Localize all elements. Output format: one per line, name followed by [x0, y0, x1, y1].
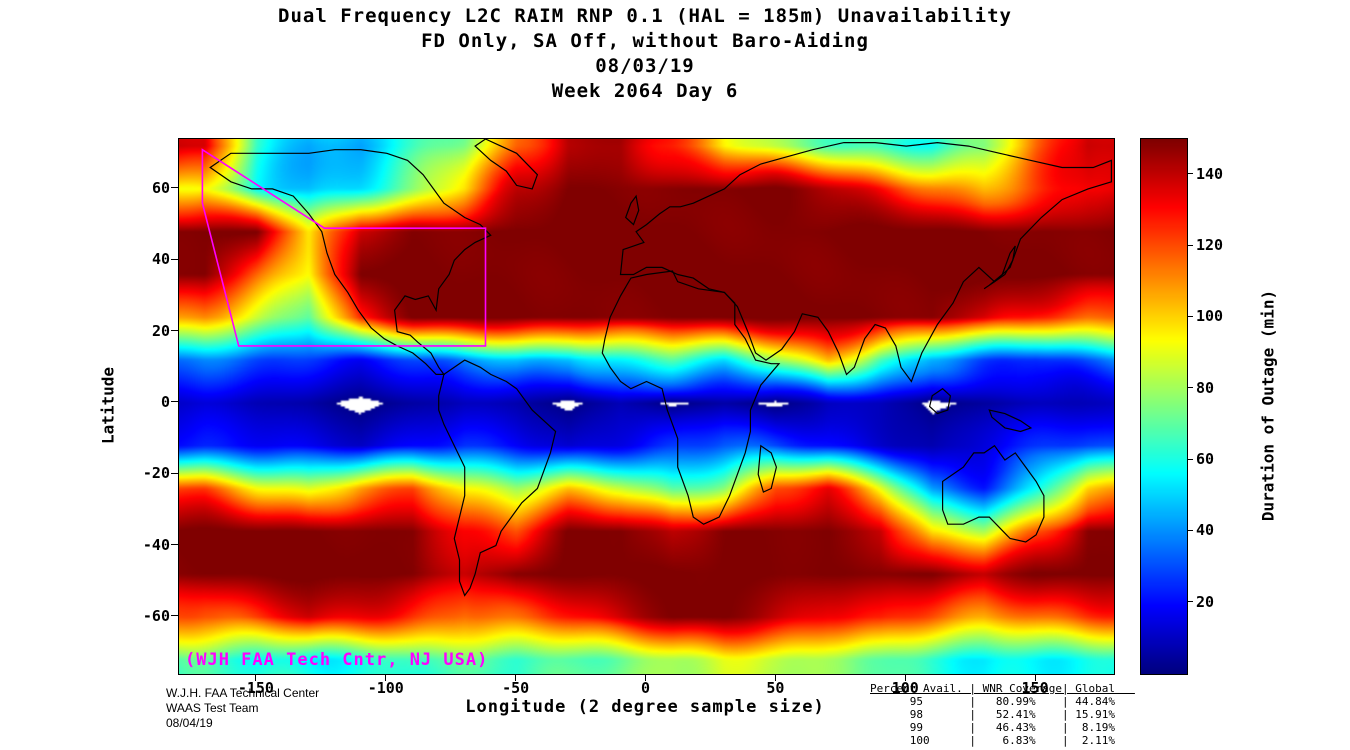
y-axis-label: Latitude: [98, 366, 118, 445]
stats-row: 100 | 6.83% | 2.11%: [870, 734, 1116, 747]
colorbar: [1140, 138, 1188, 675]
colorbar-tick-mark: [1188, 173, 1193, 175]
coastline-path: [624, 194, 640, 226]
x-tick-label: 0: [640, 679, 651, 697]
x-tick-mark: [1034, 675, 1036, 681]
colorbar-tick-label: 80: [1196, 378, 1215, 397]
colorbar-label: Duration of Outage (min): [1258, 289, 1278, 522]
coastline-path: [983, 245, 1016, 290]
stats-row: 99 | 46.43% | 8.19%: [870, 721, 1116, 734]
coastline-path: [942, 444, 1045, 543]
coastline-overlay: [201, 139, 1112, 597]
x-tick-mark: [515, 675, 517, 681]
y-tick-mark: [171, 544, 178, 546]
title-line-1: Dual Frequency L2C RAIM RNP 0.1 (HAL = 1…: [278, 5, 1012, 27]
x-tick-label: -150: [237, 679, 274, 697]
x-axis-label: Longitude (2 degree sample size): [465, 697, 825, 717]
y-tick-mark: [171, 187, 178, 189]
colorbar-tick-mark: [1188, 387, 1193, 389]
colorbar-tick-label: 20: [1196, 592, 1215, 611]
y-tick-label: 40: [151, 250, 170, 269]
colorbar-tick-label: 60: [1196, 450, 1215, 468]
x-tick-mark: [385, 675, 387, 681]
coastline-path: [601, 270, 781, 525]
stats-header: Percent Avail. | WNR Coverage| Global: [870, 682, 1135, 695]
map-plot-area: (WJH FAA Tech Cntr, NJ USA): [178, 138, 1115, 675]
colorbar-tick-label: 100: [1196, 307, 1224, 326]
coastline-path: [757, 444, 778, 493]
y-tick-mark: [171, 258, 178, 260]
y-tick-label: 0: [160, 392, 170, 411]
colorbar-tick-label: 140: [1196, 164, 1224, 183]
title-line-4: Week 2064 Day 6: [551, 80, 739, 102]
colorbar-tick-mark: [1188, 601, 1193, 603]
coastline-path: [438, 359, 557, 597]
availability-stats-table: Percent Avail. | WNR Coverage| Global 95…: [870, 682, 1135, 747]
x-tick-label: -50: [502, 679, 530, 697]
x-tick-label: 50: [766, 679, 785, 697]
coastline-path: [619, 141, 1112, 383]
coastline-path: [474, 139, 539, 190]
footer-credit-block: W.J.H. FAA Technical Center WAAS Test Te…: [166, 686, 319, 731]
stats-row: 95 | 80.99% | 44.84%: [870, 695, 1116, 708]
y-tick-label: -20: [142, 464, 170, 483]
y-tick-label: -40: [142, 535, 170, 554]
y-tick-label: -60: [142, 606, 170, 625]
x-tick-mark: [255, 675, 257, 681]
x-tick-mark: [774, 675, 776, 681]
colorbar-tick-mark: [1188, 529, 1193, 531]
title-line-2: FD Only, SA Off, without Baro-Aiding: [421, 30, 869, 52]
coastline-path: [928, 387, 952, 415]
title-line-3: 08/03/19: [595, 55, 695, 77]
x-tick-mark: [645, 675, 646, 681]
colorbar-gradient-canvas: [1141, 139, 1187, 674]
colorbar-tick-label: 40: [1196, 521, 1215, 540]
colorbar-tick-mark: [1188, 458, 1193, 460]
colorbar-tick-mark: [1188, 244, 1193, 246]
chart-title-block: Dual Frequency L2C RAIM RNP 0.1 (HAL = 1…: [0, 4, 1290, 104]
coastline-path: [988, 409, 1033, 433]
y-tick-mark: [171, 330, 178, 332]
footer-line-2: WAAS Test Team: [166, 701, 259, 715]
y-tick-label: 60: [151, 178, 170, 197]
y-tick-label: 20: [151, 321, 170, 340]
y-tick-mark: [171, 472, 178, 474]
waas-coverage-polygon: [201, 148, 487, 347]
colorbar-tick-mark: [1188, 315, 1193, 317]
stats-row: 98 | 52.41% | 15.91%: [870, 708, 1116, 721]
watermark-text: (WJH FAA Tech Cntr, NJ USA): [185, 650, 489, 670]
footer-line-1: W.J.H. FAA Technical Center: [166, 686, 320, 700]
colorbar-tick-label: 120: [1196, 236, 1224, 254]
x-tick-label: 100: [891, 679, 919, 697]
footer-line-3: 08/04/19: [166, 716, 213, 730]
coastline-path: [209, 149, 492, 375]
x-tick-mark: [904, 675, 906, 681]
y-tick-mark: [171, 615, 178, 617]
x-tick-label: 150: [1021, 679, 1049, 697]
x-tick-label: -100: [367, 679, 404, 697]
y-tick-mark: [171, 401, 178, 403]
